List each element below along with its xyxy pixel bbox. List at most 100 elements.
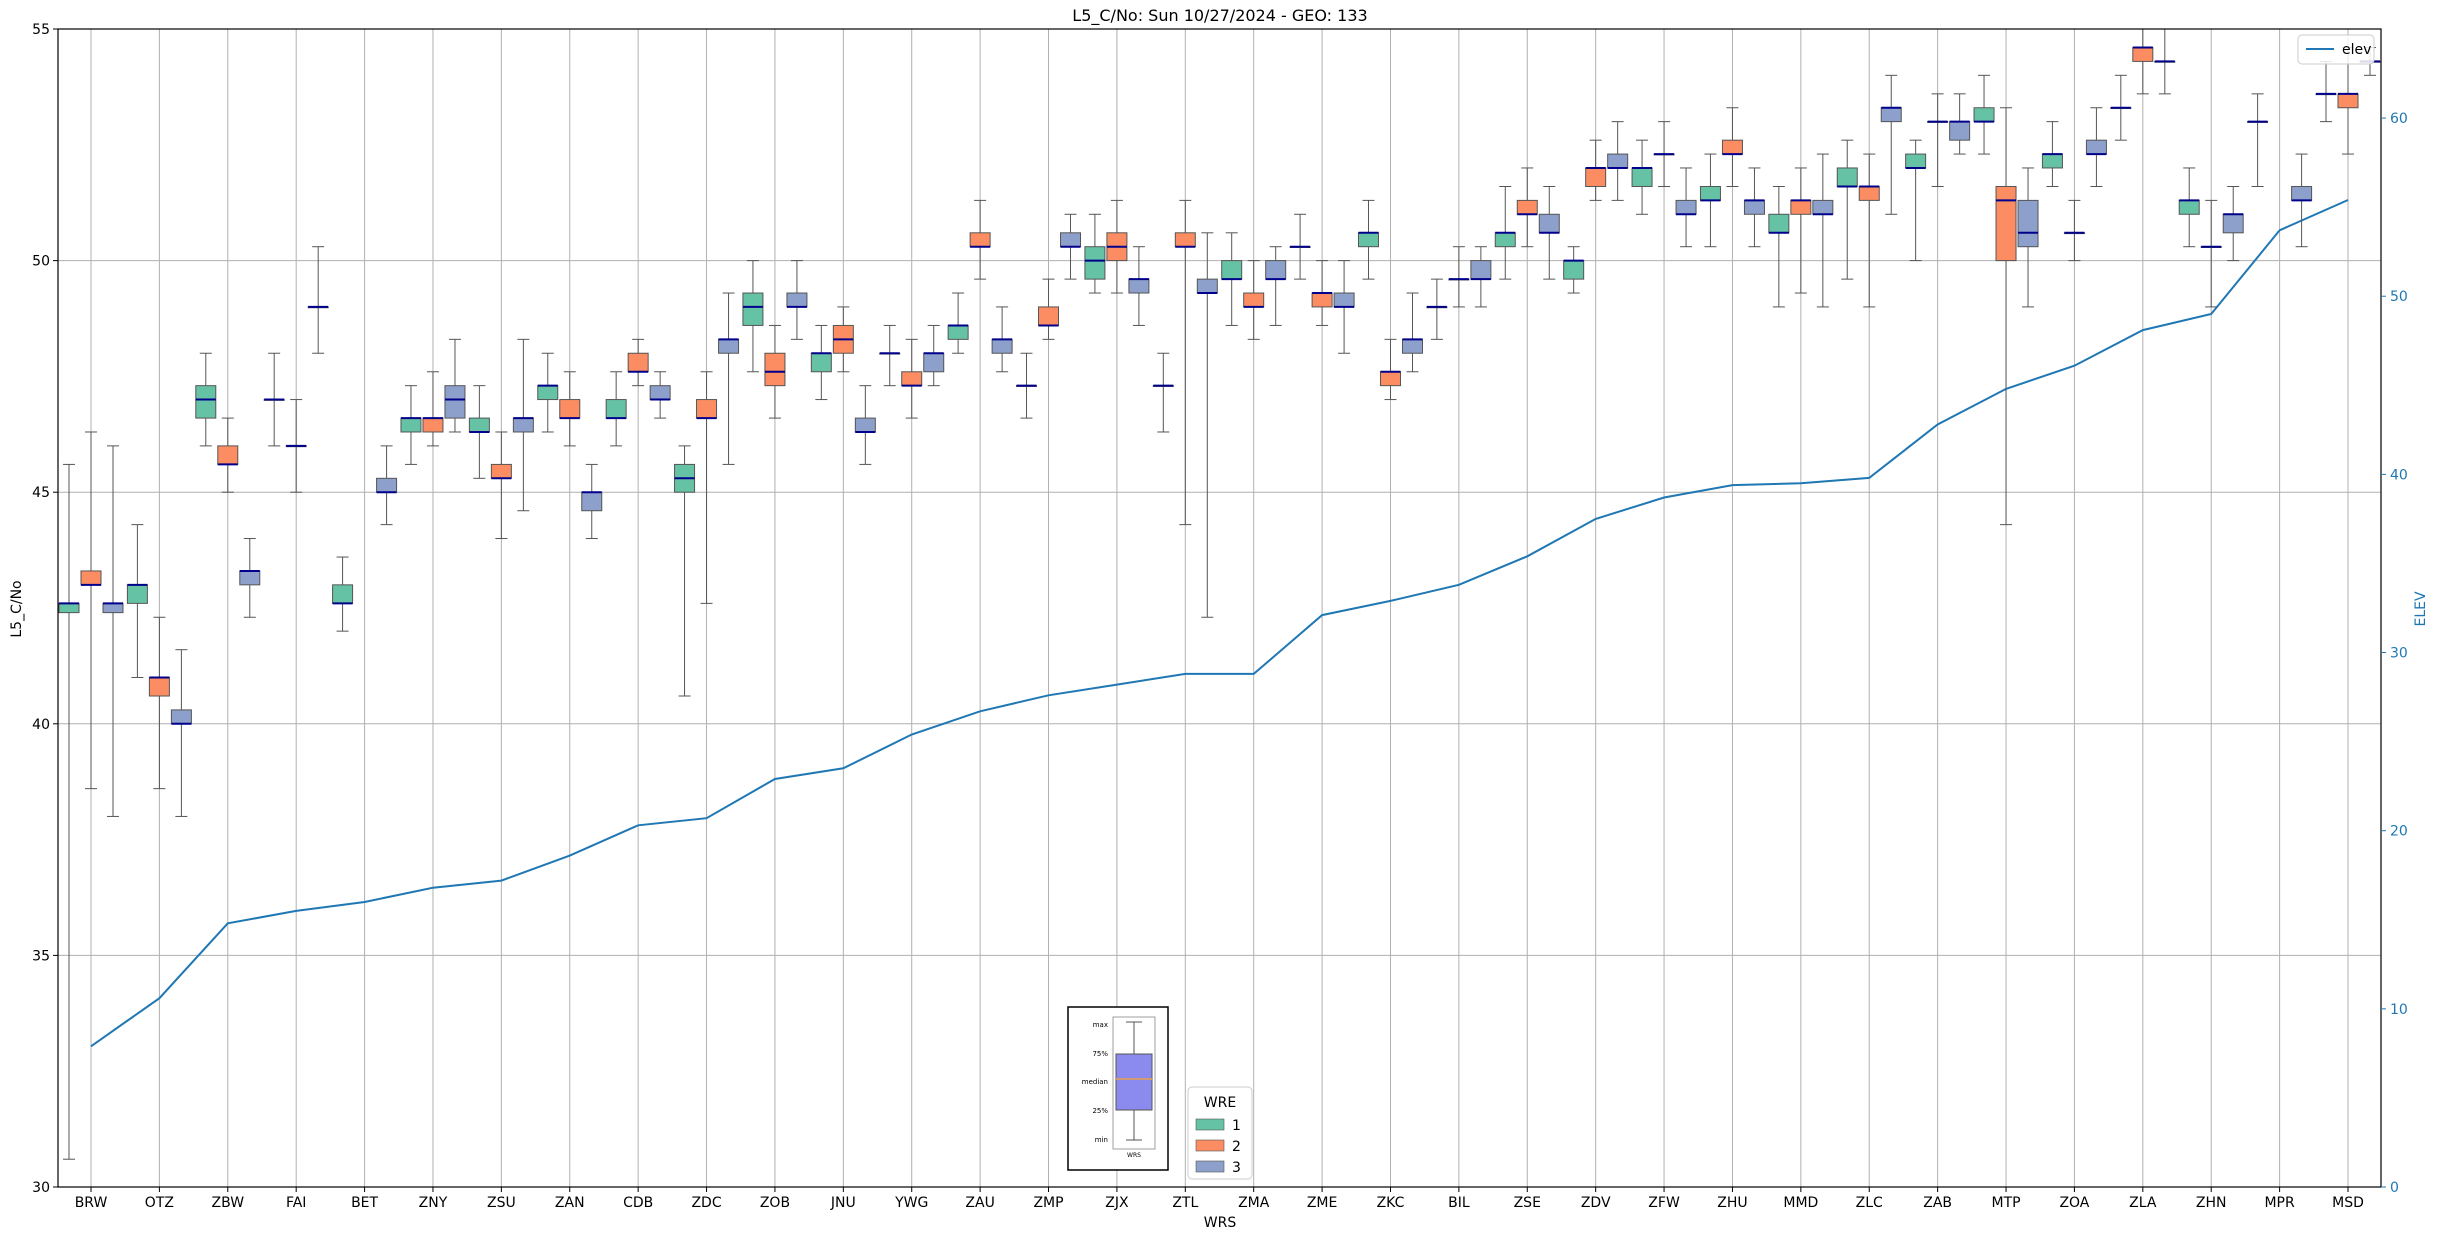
y2-tick-label: 40	[2390, 467, 2408, 483]
box-body	[1060, 232, 1082, 248]
box-mpr-wre3	[2291, 153, 2313, 248]
box-body	[1243, 292, 1265, 308]
box-body	[2178, 199, 2200, 215]
box-body	[1949, 121, 1971, 141]
box-body	[1265, 260, 1287, 280]
box-body	[195, 385, 217, 419]
box-body	[126, 584, 148, 604]
x-tick-label: JNU	[830, 1195, 856, 1211]
box-zoa-wre2	[2063, 199, 2085, 262]
box-mpr-wre1	[2247, 93, 2269, 187]
box-zma-wre1	[1221, 232, 1243, 326]
key-inner-frame	[1112, 1016, 1156, 1150]
box-body	[1995, 185, 2017, 262]
box-body	[468, 417, 490, 433]
box-ywg-wre3	[923, 324, 945, 387]
key-label: max	[1093, 1021, 1108, 1029]
box-zlc-wre2	[1858, 153, 1880, 308]
box-body	[1790, 199, 1812, 215]
key-label: min	[1095, 1136, 1108, 1144]
box-body	[1905, 153, 1927, 169]
wre-legend-swatch	[1195, 1139, 1225, 1152]
box-zdv-wre2	[1585, 139, 1607, 201]
y-tick-label: 55	[32, 22, 50, 38]
x-tick-label: ZLC	[1856, 1195, 1883, 1211]
box-zlc-wre1	[1836, 139, 1858, 280]
key-label: 25%	[1092, 1107, 1108, 1115]
box-body	[810, 352, 832, 373]
x-tick-label: ZME	[1307, 1195, 1338, 1211]
elev-series-line	[90, 199, 2349, 1048]
box-body	[148, 676, 170, 697]
box-body	[1721, 139, 1743, 155]
x-tick-label: ZJX	[1105, 1195, 1129, 1211]
box-zkc-wre3	[1401, 292, 1423, 373]
box-ywg-wre2	[901, 338, 923, 419]
key-box-body	[1115, 1053, 1153, 1111]
box-zob-wre1	[742, 260, 764, 373]
box-zan-wre1	[537, 352, 559, 433]
x-tick-label: ZHN	[2196, 1195, 2227, 1211]
x-tick-label: ZBW	[212, 1195, 245, 1211]
y-tick-label: 35	[32, 948, 50, 964]
box-zdv-wre3	[1607, 121, 1629, 201]
wre-legend: WRE 1 2 3	[1187, 1086, 1253, 1180]
box-body	[854, 417, 876, 433]
x-tick-label: ZTL	[1172, 1195, 1198, 1211]
box-zab-wre1	[1905, 139, 1927, 262]
box-body	[2132, 47, 2154, 62]
box-body	[1470, 260, 1492, 280]
box-ywg-wre1	[879, 324, 901, 387]
box-zbw-wre1	[195, 352, 217, 447]
elev-line-layer	[90, 199, 2349, 1048]
box-body	[1401, 338, 1423, 354]
box-body	[1516, 199, 1538, 215]
x-tick-label: ZNY	[419, 1195, 448, 1211]
box-body	[649, 385, 671, 401]
box-body	[1699, 185, 1721, 201]
box-body	[1973, 107, 1995, 123]
box-body	[422, 417, 444, 433]
box-zmp-wre1	[1016, 352, 1038, 419]
box-body	[1812, 199, 1834, 215]
box-zhn-wre1	[2178, 167, 2200, 248]
x-tick-label: ZSU	[487, 1195, 516, 1211]
box-body	[537, 385, 559, 401]
box-zse-wre2	[1516, 167, 1538, 248]
box-zme-wre1	[1289, 213, 1311, 280]
box-zme-wre2	[1311, 260, 1333, 326]
box-otz-wre1	[126, 524, 148, 678]
box-bil-wre1	[1426, 278, 1448, 340]
y2-tick-label: 20	[2390, 824, 2408, 840]
box-body	[102, 602, 124, 614]
x-tick-label: MSD	[2332, 1195, 2364, 1211]
box-body	[1538, 213, 1560, 234]
box-body	[696, 399, 718, 419]
box-body	[2041, 153, 2063, 169]
box-brw-wre1	[58, 463, 80, 1160]
wre-legend-label: 2	[1232, 1139, 1241, 1155]
box-cdb-wre1	[605, 371, 627, 447]
x-tick-label: MMD	[1783, 1195, 1818, 1211]
x-axis-label: WRS	[1204, 1215, 1237, 1231]
wre-legend-frame	[1187, 1086, 1253, 1180]
x-tick-label: ZAB	[1923, 1195, 1952, 1211]
box-body	[742, 292, 764, 326]
box-body	[559, 399, 581, 419]
box-zab-wre2	[1927, 93, 1949, 187]
box-body	[58, 602, 80, 614]
box-ztl-wre3	[1196, 232, 1218, 618]
box-zob-wre3	[786, 260, 808, 340]
box-zbw-wre2	[217, 417, 239, 493]
y-tick-label: 50	[32, 254, 50, 270]
box-zjx-wre3	[1128, 246, 1150, 326]
x-tick-label: ZSE	[1514, 1195, 1541, 1211]
x-tick-label: MPR	[2264, 1195, 2295, 1211]
x-tick-label: ZDV	[1581, 1195, 1611, 1211]
box-body	[1836, 167, 1858, 187]
box-body	[1585, 167, 1607, 187]
box-body	[1333, 292, 1355, 308]
box-zsu-wre3	[512, 338, 534, 512]
box-cdb-wre2	[627, 338, 649, 387]
box-body	[1379, 371, 1401, 387]
